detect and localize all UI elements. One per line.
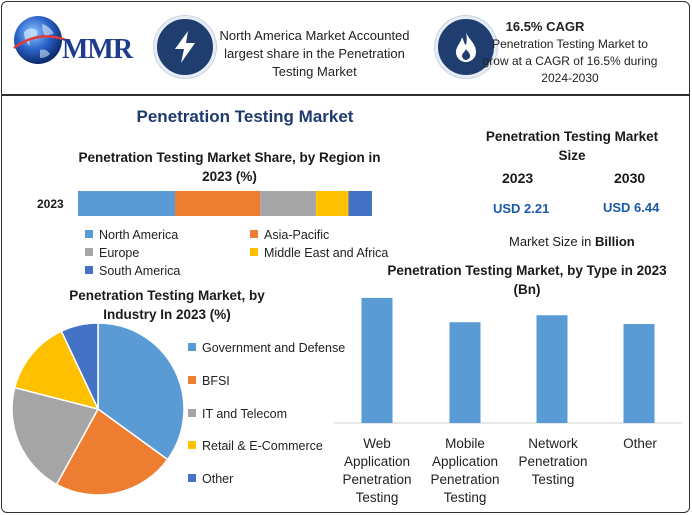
cagr-title: 16.5% CAGR xyxy=(505,19,585,34)
pie-slice-3 xyxy=(13,330,100,411)
region-bar-segment-4 xyxy=(348,191,372,216)
legend-label: South America xyxy=(99,264,181,278)
industry-chart-title: Penetration Testing Market, by Industry … xyxy=(69,288,265,322)
type-label-web: Web Application Penetration Testing xyxy=(342,436,412,505)
legend-swatch xyxy=(85,266,93,274)
globe-icon xyxy=(13,16,67,64)
legend-bfsi: BFSI xyxy=(188,374,230,388)
size-note-unit: Billion xyxy=(595,234,635,249)
size-year-2023: 2023 xyxy=(502,170,534,186)
region-bar-segment-0 xyxy=(78,191,176,216)
type-bar-3 xyxy=(623,323,655,423)
legend-asia-pacific: Asia-Pacific xyxy=(250,228,329,242)
region-bar-year-label: 2023 xyxy=(37,197,64,211)
legend-middle-east-africa: Middle East and Africa xyxy=(250,246,388,260)
type-label-network: Network Penetration Testing xyxy=(518,436,588,487)
legend-other: Other xyxy=(188,472,233,486)
size-year-2030: 2030 xyxy=(614,170,646,186)
legend-label: Middle East and Africa xyxy=(264,246,389,260)
main-title: Penetration Testing Market xyxy=(136,107,354,126)
legend-it-telecom: IT and Telecom xyxy=(188,407,287,421)
legend-swatch xyxy=(188,441,196,449)
size-value-2030: USD 6.44 xyxy=(603,200,660,215)
legend-south-america: South America xyxy=(85,264,180,278)
legend-government-defense: Government and Defense xyxy=(188,341,345,355)
pie-slice-2 xyxy=(11,386,100,486)
legend-swatch xyxy=(188,474,196,482)
legend-label: Government and Defense xyxy=(202,341,346,355)
legend-swatch xyxy=(85,230,93,238)
cagr-text: Penetration Testing Market to grow at a … xyxy=(482,37,658,85)
size-note-prefix: Market Size in xyxy=(509,234,592,249)
type-bar-0 xyxy=(361,297,393,423)
flame-icon xyxy=(435,16,497,78)
legend-retail-ecommerce: Retail & E-Commerce xyxy=(188,439,323,453)
cagr-callout: 16.5% CAGR Penetration Testing Market to… xyxy=(480,18,660,87)
mmr-logo: MMR xyxy=(10,10,145,70)
market-size-title: Penetration Testing Market Size xyxy=(485,129,659,163)
legend-swatch xyxy=(188,409,196,417)
size-value-2023: USD 2.21 xyxy=(493,201,550,216)
region-bar-segment-3 xyxy=(316,191,349,216)
region-chart-title: Penetration Testing Market Share, by Reg… xyxy=(78,150,381,184)
legend-label: BFSI xyxy=(202,374,230,388)
type-label-mobile: Mobile Application Penetration Testing xyxy=(430,436,500,505)
legend-swatch xyxy=(250,230,258,238)
legend-europe: Europe xyxy=(85,246,139,260)
type-chart-title: Penetration Testing Market, by Type in 2… xyxy=(387,263,667,297)
legend-label: Retail & E-Commerce xyxy=(202,439,323,453)
legend-label: Europe xyxy=(99,246,140,260)
type-label-other: Other xyxy=(623,436,657,451)
legend-label: IT and Telecom xyxy=(202,407,288,421)
legend-label: Asia-Pacific xyxy=(264,228,330,242)
size-unit-note: Market Size in Billion xyxy=(509,234,635,249)
legend-swatch xyxy=(188,343,196,351)
region-bar-segment-1 xyxy=(175,191,261,216)
legend-north-america: North America xyxy=(85,228,178,242)
region-bar-segment-2 xyxy=(260,191,317,216)
legend-swatch xyxy=(188,376,196,384)
lightning-bolt-icon xyxy=(154,16,216,78)
pie-slice-0 xyxy=(97,322,185,461)
pie-slice-4 xyxy=(60,322,99,410)
pie-slice-1 xyxy=(55,407,169,496)
type-bar-2 xyxy=(536,315,568,423)
header-divider xyxy=(2,94,689,96)
legend-swatch xyxy=(85,248,93,256)
legend-label: North America xyxy=(99,228,179,242)
north-america-callout: North America Market Accounted largest s… xyxy=(219,28,410,79)
legend-swatch xyxy=(250,248,258,256)
legend-label: Other xyxy=(202,472,234,486)
logo-text: MMR xyxy=(62,34,133,65)
type-bar-1 xyxy=(449,322,481,423)
